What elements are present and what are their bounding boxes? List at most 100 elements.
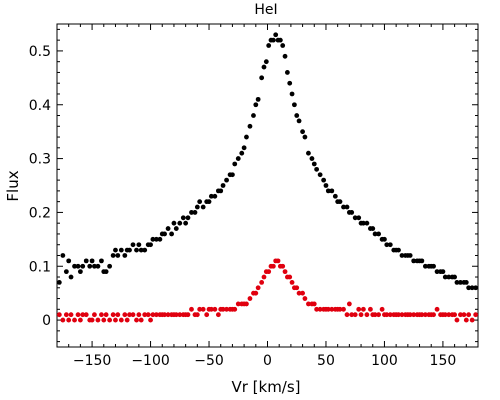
data-point-red [442,312,448,318]
data-point-red [56,312,62,318]
data-point-red [60,317,66,323]
data-point-black [148,242,153,248]
data-point-red [356,306,362,312]
data-point-black [321,177,327,183]
data-point-red [300,290,305,296]
data-point-red [458,312,463,318]
data-point-red [107,317,113,323]
data-point-black [382,236,387,242]
data-point-black [224,177,229,183]
data-point-red [165,312,171,318]
data-point-red [376,312,381,318]
data-point-red [473,312,479,318]
y-tick-label: 0.2 [29,205,51,221]
data-point-black [407,253,413,258]
data-point-red [349,312,355,318]
data-point-black [177,220,183,226]
y-tick-label: 0.3 [29,152,51,168]
data-point-black [356,215,362,221]
data-point-red [154,312,159,318]
data-point-black [162,231,167,237]
data-point-red [337,306,343,312]
data-point-red [294,285,300,291]
data-point-black [372,231,378,237]
data-point-red [289,280,295,285]
data-point-black [341,204,346,210]
data-point-black [352,215,358,221]
data-point-black [419,258,425,264]
data-point-black [127,247,132,253]
data-point-black [314,166,320,172]
data-point-black [180,215,186,221]
data-point-red [162,312,167,318]
data-point-black [83,258,89,264]
data-point-black [80,263,86,269]
data-point-red [266,269,272,275]
data-point-red [352,312,358,318]
data-point-red [177,312,183,318]
data-point-red [407,312,413,318]
x-tick-label: 150 [430,353,457,369]
data-point-black [458,280,463,285]
data-point-red [360,306,366,312]
data-point-black [169,231,175,237]
data-point-black [349,210,355,215]
x-tick-label: 100 [371,353,398,369]
data-point-black [115,253,121,258]
y-tick-label: 0.4 [29,98,51,114]
data-point-red [452,312,458,318]
data-point-black [270,37,276,43]
data-point-red [122,312,128,318]
data-point-red [372,312,378,318]
data-point-black [440,269,446,275]
data-point-red [341,306,346,312]
data-point-red [77,317,83,323]
data-point-red [145,312,151,318]
data-point-red [185,312,191,318]
data-point-black [251,113,256,118]
chart-title: HeI [254,2,277,18]
data-point-black [387,242,393,248]
data-point-red [399,312,405,318]
data-point-black [329,188,335,194]
data-point-black [136,242,142,248]
data-point-black [171,220,177,226]
axis-ticks: −150 −100 −50 0 50 100 150 0 0.1 0.2 0.3 0.4 0.5 [29,24,479,369]
data-point-red [95,317,101,323]
data-point-red [282,269,288,275]
data-point-black [189,210,194,215]
data-point-black [364,220,370,226]
data-point-red [247,296,253,301]
data-point-red [208,306,214,312]
data-point-red [261,274,267,280]
data-point-black [239,150,245,156]
data-point-black [142,247,148,253]
data-point-black [95,263,101,269]
data-point-red [431,312,436,318]
data-point-red [270,263,276,269]
data-point-red [235,301,241,307]
data-point-red [253,290,259,296]
data-point-black [99,258,104,264]
data-point-black [311,161,317,167]
data-point-black [261,64,267,70]
data-point-black [92,263,97,269]
data-point-red [118,317,124,323]
data-point-black [130,242,136,248]
data-point-red [306,301,311,307]
data-point-red [204,312,210,318]
data-point-red [194,312,200,318]
data-point-red [379,306,385,312]
data-point-red [311,301,317,307]
data-point-red [134,317,139,323]
data-point-black [287,80,293,86]
data-point-red [364,312,370,318]
data-point-black [411,258,417,264]
data-point-black [289,91,295,97]
data-point-red [110,312,116,318]
data-point-black [434,269,440,275]
data-point-red [346,301,352,307]
data-point-red [275,258,281,264]
data-point-black [66,258,72,264]
data-point-red [469,317,475,323]
